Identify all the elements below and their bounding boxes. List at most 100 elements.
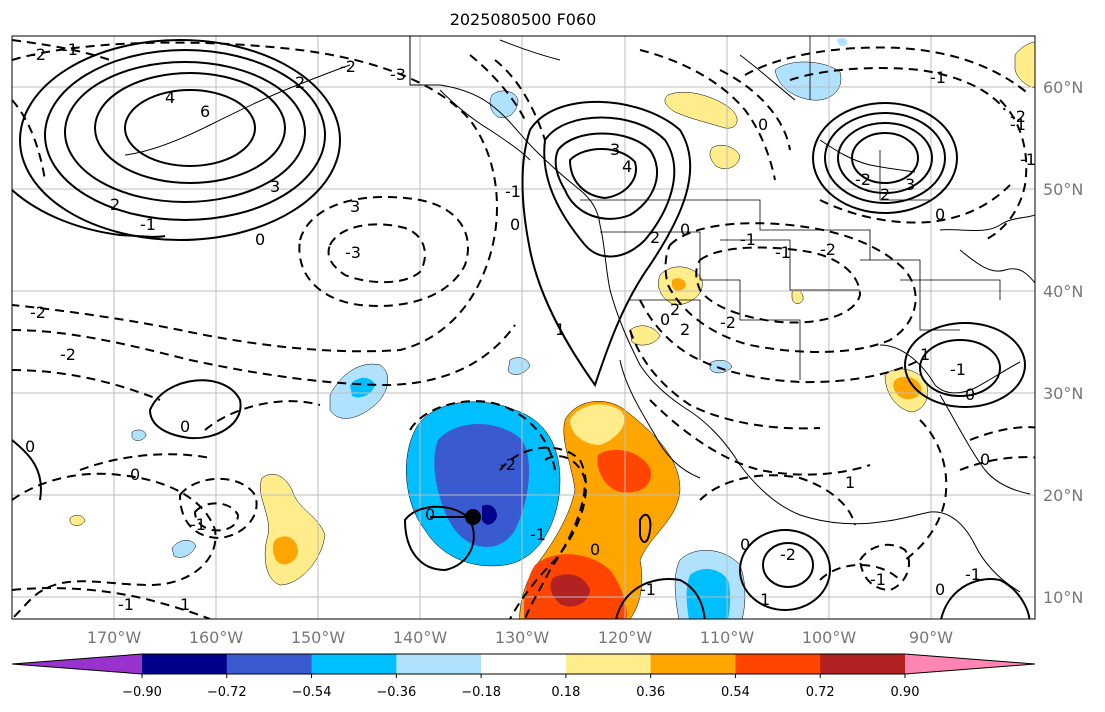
- colorbar-segment: [820, 654, 906, 674]
- colorbar-tick-label: −0.54: [292, 685, 332, 700]
- lon-label: 120°W: [598, 628, 653, 647]
- contour-label: 0: [980, 450, 990, 469]
- contour-label: 0: [758, 115, 768, 134]
- contour-label: 2: [295, 73, 305, 92]
- colorbar-tick-label: 0.54: [721, 685, 750, 700]
- contour-label: -1: [870, 570, 886, 589]
- contour-label: -1: [190, 515, 206, 534]
- contour-label: -2: [1010, 107, 1026, 126]
- lat-label: 50°N: [1043, 180, 1083, 199]
- contour-label: 2: [670, 300, 680, 319]
- contour-label: 4: [165, 88, 175, 107]
- contour-label: -2: [340, 57, 356, 76]
- contour-label: -1: [505, 182, 521, 201]
- contour-label: -2: [500, 455, 516, 474]
- contour-label: 0: [425, 505, 435, 524]
- contour-label: -3: [390, 65, 406, 84]
- coastlines: [124, 36, 1035, 593]
- contour-label: 0: [935, 580, 945, 599]
- colorbar-tick-label: −0.90: [122, 685, 162, 700]
- contour-label: -1: [965, 565, 981, 584]
- contour-label: -2: [30, 303, 46, 322]
- solid-contours: [12, 39, 1031, 619]
- contour-label: -1: [950, 360, 966, 379]
- map-title: 2025080500 F060: [449, 10, 597, 29]
- colorbar-tick-label: −0.18: [461, 685, 501, 700]
- latitude-labels: 60°N 50°N 40°N 30°N 20°N 10°N: [1043, 78, 1083, 607]
- colorbar-segment: [565, 654, 652, 674]
- contour-label: 0: [680, 220, 690, 239]
- lon-label: 140°W: [393, 628, 448, 647]
- lat-label: 20°N: [1043, 486, 1083, 505]
- contour-label: 0: [25, 437, 35, 456]
- contour-label: 0: [255, 230, 265, 249]
- contour-label: 4: [622, 157, 632, 176]
- contour-label: -2: [855, 170, 871, 189]
- storm-center-marker: [465, 509, 481, 525]
- contour-label: 0: [740, 535, 750, 554]
- contour-label: 1: [760, 590, 770, 609]
- contour-label: 2: [110, 195, 120, 214]
- contour-label: 6: [200, 102, 210, 121]
- contour-label: 0: [660, 310, 670, 329]
- lon-label: 160°W: [189, 628, 244, 647]
- colorbar-tick-label: 0.72: [806, 685, 835, 700]
- contour-label: 0: [935, 205, 945, 224]
- colorbar: −0.90 −0.72 −0.54 −0.36 −0.18 0.18 0.36 0.54 0.7…: [11, 653, 1036, 700]
- contour-label-group: -2 -1 -3 -2 2 4 6 3 2 -1 0 3 -3 3 4 2 -1…: [25, 40, 1036, 614]
- contour-label: -1: [640, 580, 656, 599]
- contour-label: 1: [555, 320, 565, 339]
- contour-label: 3: [905, 175, 915, 194]
- contour-label: 0: [130, 465, 140, 484]
- contour-label: -2: [820, 240, 836, 259]
- contour-label: -1: [1020, 150, 1036, 169]
- map-frame: [11, 35, 1036, 620]
- contour-label: 0: [180, 417, 190, 436]
- dashed-contours: [12, 39, 1035, 619]
- shaded-field-positive: [69, 41, 1035, 619]
- contour-label: -1: [118, 595, 134, 614]
- contour-label: -2: [720, 313, 736, 332]
- contour-label: 3: [610, 140, 620, 159]
- colorbar-tick-label: 0.18: [551, 685, 580, 700]
- colorbar-segment: [650, 654, 736, 674]
- colorbar-tick-label: 0.36: [636, 685, 665, 700]
- lat-label: 60°N: [1043, 78, 1083, 97]
- contour-label: -1: [530, 525, 546, 544]
- contour-label: 1: [845, 473, 855, 492]
- lon-label: 110°W: [700, 628, 755, 647]
- contour-label: -2: [780, 545, 796, 564]
- lon-label: 90°W: [909, 628, 953, 647]
- colorbar-segment: [396, 654, 482, 674]
- contour-label: 0: [965, 385, 975, 404]
- lon-label: 130°W: [495, 628, 550, 647]
- contour-label: -1: [1010, 115, 1026, 134]
- longitude-labels: 170°W 160°W 150°W 140°W 130°W 120°W 110°…: [87, 628, 953, 647]
- contour-label: -1: [140, 215, 156, 234]
- lat-label: 30°N: [1043, 384, 1083, 403]
- colorbar-extend-max: [905, 654, 1035, 674]
- map-panel: -2 -1 -3 -2 2 4 6 3 2 -1 0 3 -3 3 4 2 -1…: [12, 36, 1036, 619]
- contour-label: -1: [775, 243, 791, 262]
- state-borders: [580, 36, 1001, 380]
- lon-label: 100°W: [802, 628, 857, 647]
- contour-label: 2: [880, 185, 890, 204]
- contour-label: -1: [930, 68, 946, 87]
- contour-label: 0: [510, 215, 520, 234]
- contour-label: 3: [350, 197, 360, 216]
- colorbar-tick-label: −0.72: [207, 685, 247, 700]
- colorbar-extend-min: [12, 654, 142, 674]
- colorbar-tick-label: 0.90: [891, 685, 920, 700]
- contour-label: 3: [270, 177, 280, 196]
- contour-label: 0: [590, 540, 600, 559]
- colorbar-segment: [735, 654, 821, 674]
- contour-label: 2: [680, 320, 690, 339]
- contour-label: 1: [920, 345, 930, 364]
- lat-label: 40°N: [1043, 282, 1083, 301]
- colorbar-segment: [226, 654, 313, 674]
- lon-label: 150°W: [291, 628, 346, 647]
- contour-label: -1: [740, 230, 756, 249]
- contour-label: -1: [62, 40, 78, 59]
- contour-label: -2: [30, 45, 46, 64]
